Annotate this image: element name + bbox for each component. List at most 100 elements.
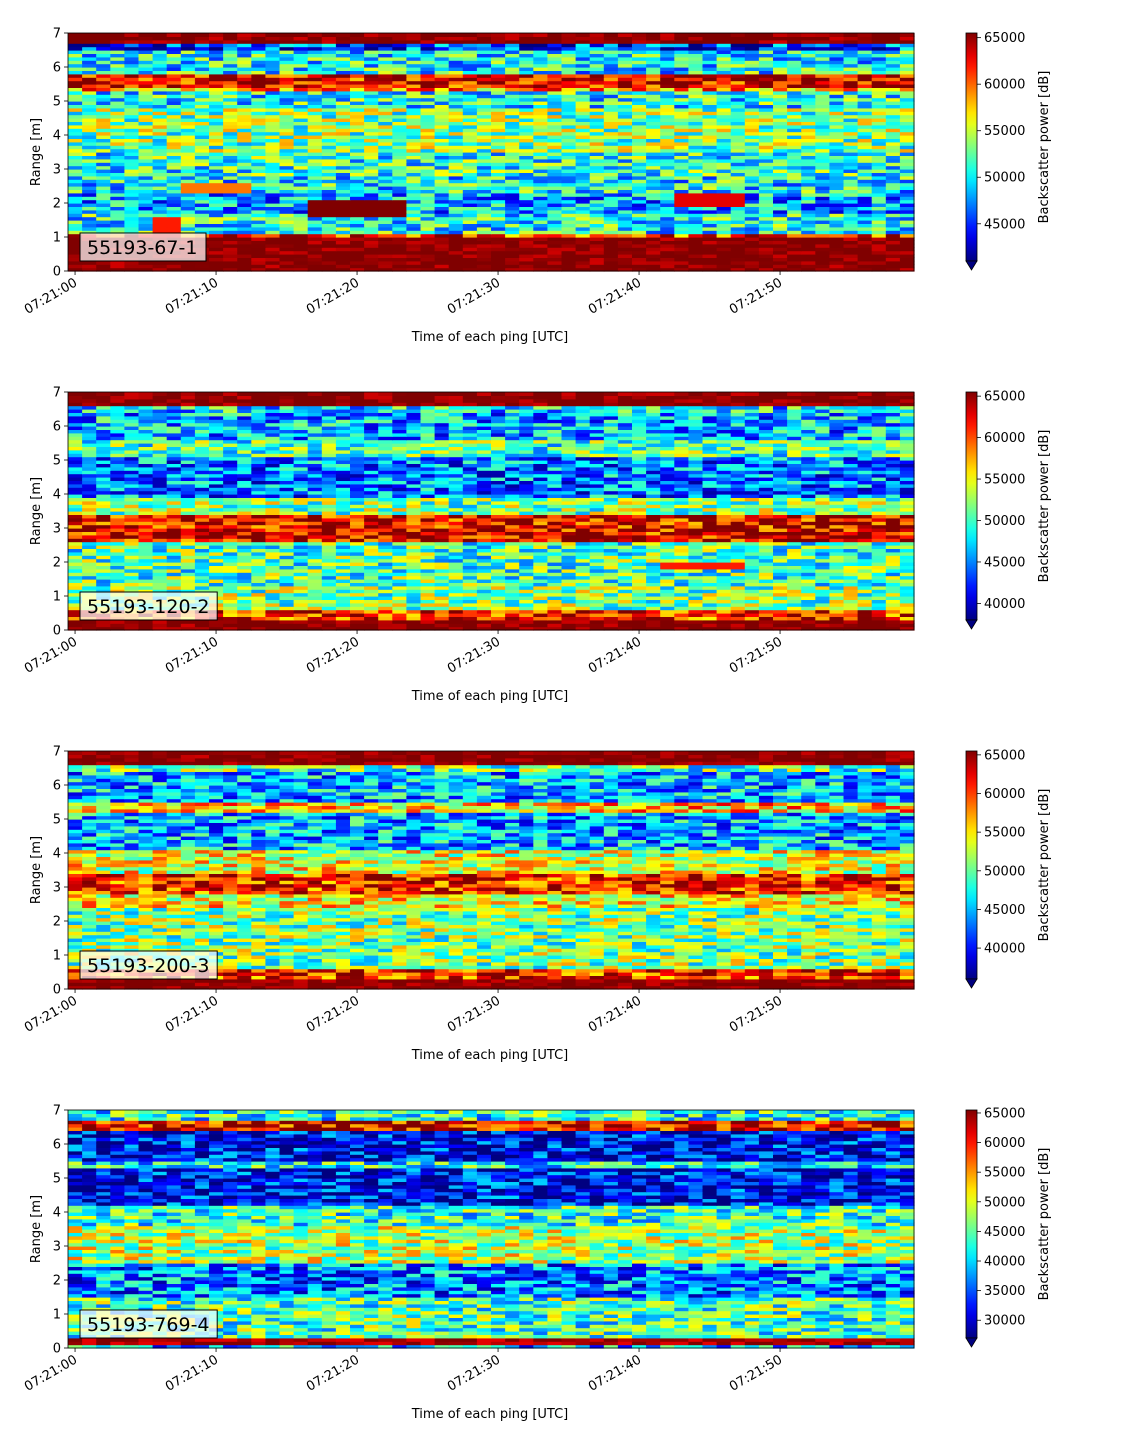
heatmap-cell — [646, 145, 661, 150]
heatmap-cell — [307, 240, 323, 245]
heatmap-cell — [110, 141, 125, 146]
heatmap-cell — [110, 131, 125, 136]
heatmap-cell — [392, 114, 407, 119]
heatmap-cell — [505, 213, 520, 218]
heatmap-cell — [194, 192, 210, 197]
heatmap-cell — [237, 141, 252, 146]
heatmap-cell — [688, 138, 704, 143]
heatmap-cell — [138, 199, 154, 204]
heatmap-cell — [491, 145, 506, 150]
heatmap-cell — [434, 118, 450, 122]
heatmap-cell — [166, 118, 182, 122]
heatmap-cell — [589, 145, 605, 150]
heatmap-cell — [744, 124, 760, 129]
heatmap-cell — [265, 196, 281, 201]
heatmap-cell — [787, 169, 802, 173]
heatmap-cell — [251, 192, 266, 197]
heatmap-cell — [801, 267, 816, 272]
heatmap-cell — [194, 199, 210, 204]
heatmap-cell — [194, 97, 210, 102]
heatmap-cell — [603, 179, 619, 184]
heatmap-cell — [617, 155, 633, 160]
heatmap-cell — [462, 121, 478, 126]
heatmap-cell — [829, 257, 845, 262]
heatmap-cell — [660, 118, 675, 122]
heatmap-cell — [561, 213, 577, 218]
heatmap-cell — [815, 257, 830, 262]
heatmap-cell — [702, 118, 718, 122]
heatmap-cell — [392, 97, 407, 102]
heatmap-cell — [406, 192, 422, 197]
heatmap-cell — [335, 237, 351, 241]
heatmap-cell — [237, 254, 252, 258]
heatmap-cell — [350, 264, 365, 269]
heatmap-cell — [96, 111, 111, 116]
heatmap-cell — [632, 179, 647, 184]
heatmap-cell — [744, 260, 760, 265]
heatmap-cell — [491, 203, 506, 207]
x-tick-label: 07:21:30 — [445, 275, 503, 317]
heatmap-cell — [885, 220, 901, 224]
heatmap-cell — [660, 94, 675, 99]
heatmap-cell — [688, 172, 704, 177]
heatmap-cell — [505, 254, 520, 258]
heatmap-cell — [434, 189, 450, 194]
heatmap-cell — [575, 186, 591, 190]
heatmap-cell — [899, 124, 915, 129]
heatmap-cell — [68, 257, 83, 262]
heatmap-cell — [702, 138, 718, 143]
heatmap-cell — [194, 107, 210, 112]
heatmap-cell — [589, 247, 605, 252]
heatmap-cell — [899, 104, 915, 109]
heatmap-cell — [857, 189, 873, 194]
heatmap-cell — [124, 213, 140, 218]
heatmap-cell — [646, 189, 661, 194]
heatmap-cell — [702, 182, 718, 187]
heatmap-cell — [505, 121, 520, 126]
heatmap-cell — [533, 189, 548, 194]
heatmap-cell — [406, 128, 422, 133]
heatmap-cell — [801, 121, 816, 126]
heatmap-cell — [885, 131, 901, 136]
heatmap-cell — [476, 179, 492, 184]
heatmap-cell — [632, 175, 647, 180]
heatmap-cell — [646, 230, 661, 235]
heatmap-cell — [209, 237, 224, 241]
heatmap-cell — [420, 124, 436, 129]
heatmap-cell — [152, 162, 168, 167]
heatmap-cell — [632, 111, 647, 116]
heatmap-cell — [688, 203, 704, 207]
heatmap-cell — [364, 128, 379, 133]
heatmap-cell — [730, 260, 746, 265]
heatmap-cell — [462, 264, 478, 269]
heatmap-cell — [279, 128, 295, 133]
heatmap-cell — [885, 257, 901, 262]
heatmap-cell — [603, 94, 619, 99]
heatmap-cell — [561, 152, 577, 156]
heatmap-cell — [209, 179, 224, 184]
heatmap-cell — [561, 33, 577, 37]
heatmap-cell — [448, 175, 464, 180]
heatmap-cell — [632, 209, 647, 214]
heatmap-cell — [688, 189, 704, 194]
heatmap-cell — [787, 196, 802, 201]
heatmap-cell — [561, 220, 577, 224]
heatmap-cell — [801, 111, 816, 116]
heatmap-cell — [632, 114, 647, 119]
heatmap-cell — [279, 243, 295, 248]
heatmap-cell — [603, 124, 619, 129]
heatmap-cell — [519, 254, 534, 258]
heatmap-cell — [180, 155, 196, 160]
heatmap-cell — [885, 124, 901, 129]
heatmap-cell — [434, 182, 450, 187]
heatmap-cell — [871, 230, 887, 235]
heatmap-cell — [730, 213, 746, 218]
heatmap-cell — [251, 118, 266, 122]
heatmap-cell — [378, 145, 393, 150]
heatmap-cell — [335, 226, 351, 231]
heatmap-cell — [392, 254, 407, 258]
heatmap-cell — [378, 155, 393, 160]
heatmap-cell — [96, 189, 111, 194]
heatmap-cell — [152, 189, 168, 194]
heatmap-cell — [307, 209, 323, 214]
